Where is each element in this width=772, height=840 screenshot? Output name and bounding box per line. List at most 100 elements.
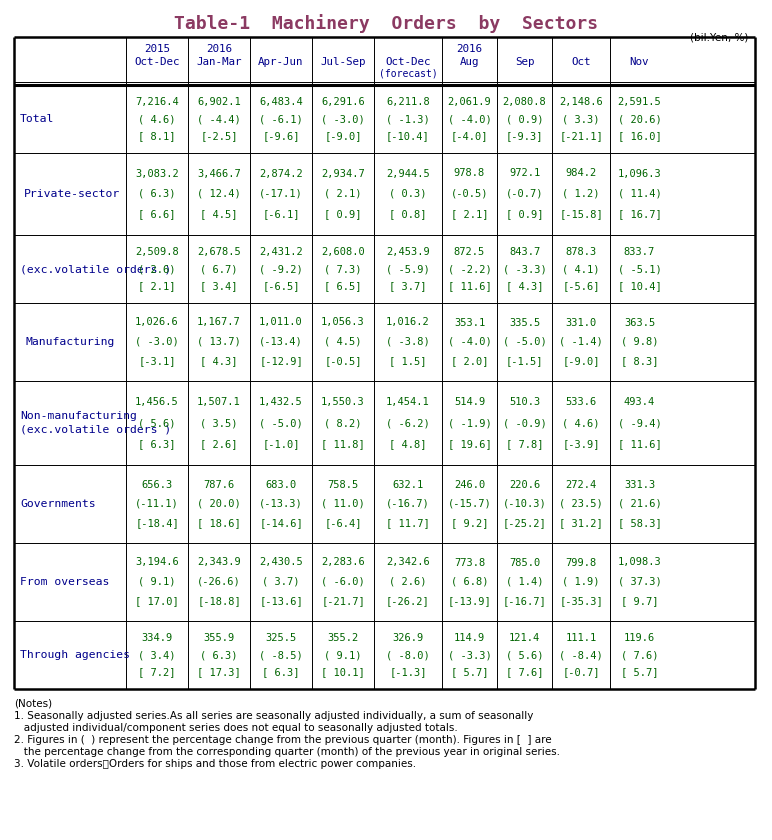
Text: [-10.4]: [-10.4] [386, 131, 430, 141]
Text: ( 21.6): ( 21.6) [618, 499, 662, 509]
Text: 785.0: 785.0 [509, 558, 540, 568]
Text: ( -1.3): ( -1.3) [386, 114, 430, 124]
Text: Oct-Dec: Oct-Dec [385, 57, 431, 67]
Text: [-16.7]: [-16.7] [503, 596, 547, 606]
Text: (-16.7): (-16.7) [386, 499, 430, 509]
Text: 220.6: 220.6 [509, 480, 540, 490]
Text: Table-1  Machinery  Orders  by  Sectors: Table-1 Machinery Orders by Sectors [174, 14, 598, 33]
Text: (-26.6): (-26.6) [197, 577, 241, 587]
Text: [-6.5]: [-6.5] [262, 281, 300, 291]
Text: (-17.1): (-17.1) [259, 189, 303, 199]
Text: ( 4.6): ( 4.6) [138, 114, 176, 124]
Text: 121.4: 121.4 [509, 633, 540, 643]
Text: 331.3: 331.3 [624, 480, 655, 490]
Text: ( 2.6): ( 2.6) [389, 577, 427, 587]
Text: (-10.3): (-10.3) [503, 499, 547, 509]
Text: 2,453.9: 2,453.9 [386, 247, 430, 257]
Text: ( -5.1): ( -5.1) [618, 264, 662, 274]
Text: Non-manufacturing: Non-manufacturing [20, 411, 137, 421]
Text: [-4.0]: [-4.0] [451, 131, 488, 141]
Text: ( 11.4): ( 11.4) [618, 189, 662, 199]
Text: [ 10.4]: [ 10.4] [618, 281, 662, 291]
Text: [-21.7]: [-21.7] [321, 596, 365, 606]
Text: [ 5.7]: [ 5.7] [621, 667, 659, 677]
Text: 6,902.1: 6,902.1 [197, 97, 241, 107]
Text: ( -2.2): ( -2.2) [448, 264, 491, 274]
Text: ( 6.3): ( 6.3) [200, 650, 238, 660]
Text: ( 1.2): ( 1.2) [562, 189, 600, 199]
Text: ( -9.4): ( -9.4) [618, 418, 662, 428]
Text: 334.9: 334.9 [141, 633, 173, 643]
Text: ( -4.0): ( -4.0) [448, 114, 491, 124]
Text: [-13.6]: [-13.6] [259, 596, 303, 606]
Text: 114.9: 114.9 [454, 633, 485, 643]
Text: [-18.8]: [-18.8] [197, 596, 241, 606]
Text: 1,456.5: 1,456.5 [135, 397, 179, 407]
Text: [ 11.6]: [ 11.6] [618, 439, 662, 449]
Text: ( -4.0): ( -4.0) [448, 337, 491, 347]
Text: [-21.1]: [-21.1] [559, 131, 603, 141]
Text: ( 3.3): ( 3.3) [562, 114, 600, 124]
Text: (bil.Yen, %): (bil.Yen, %) [689, 32, 748, 42]
Text: 2,934.7: 2,934.7 [321, 169, 365, 178]
Text: [-9.0]: [-9.0] [324, 131, 362, 141]
Text: ( -5.0): ( -5.0) [259, 418, 303, 428]
Text: [ 2.0]: [ 2.0] [451, 356, 488, 366]
Text: [ 6.3]: [ 6.3] [138, 439, 176, 449]
Text: [ 8.3]: [ 8.3] [621, 356, 659, 366]
Text: 363.5: 363.5 [624, 318, 655, 328]
Text: [ 6.3]: [ 6.3] [262, 667, 300, 677]
Text: [-18.4]: [-18.4] [135, 518, 179, 528]
Text: 2,430.5: 2,430.5 [259, 558, 303, 568]
Text: ( 5.6): ( 5.6) [506, 650, 543, 660]
Text: 325.5: 325.5 [266, 633, 296, 643]
Text: ( -8.4): ( -8.4) [559, 650, 603, 660]
Text: [-6.1]: [-6.1] [262, 209, 300, 219]
Text: 799.8: 799.8 [565, 558, 597, 568]
Text: [-35.3]: [-35.3] [559, 596, 603, 606]
Text: [ 2.1]: [ 2.1] [451, 209, 488, 219]
Text: 6,291.6: 6,291.6 [321, 97, 365, 107]
Text: [ 4.8]: [ 4.8] [389, 439, 427, 449]
Text: ( -3.0): ( -3.0) [135, 337, 179, 347]
Text: Nov: Nov [630, 57, 649, 67]
Text: [ 3.7]: [ 3.7] [389, 281, 427, 291]
Text: 3. Volatile orders：Orders for ships and those from electric power companies.: 3. Volatile orders：Orders for ships and … [14, 759, 416, 769]
Text: [ 58.3]: [ 58.3] [618, 518, 662, 528]
Text: 1,550.3: 1,550.3 [321, 397, 365, 407]
Text: ( 1.9): ( 1.9) [562, 577, 600, 587]
Text: ( 3.7): ( 3.7) [262, 577, 300, 587]
Text: 2015: 2015 [144, 44, 170, 54]
Text: Private-sector: Private-sector [24, 189, 120, 199]
Text: (-13.4): (-13.4) [259, 337, 303, 347]
Text: Manufacturing: Manufacturing [26, 337, 115, 347]
Text: [ 17.3]: [ 17.3] [197, 667, 241, 677]
Text: 773.8: 773.8 [454, 558, 485, 568]
Text: ( 20.0): ( 20.0) [197, 499, 241, 509]
Text: ( -6.0): ( -6.0) [321, 577, 365, 587]
Text: ( -5.0): ( -5.0) [503, 337, 547, 347]
Text: 758.5: 758.5 [327, 480, 359, 490]
Text: [-2.5]: [-2.5] [200, 131, 238, 141]
Text: 331.0: 331.0 [565, 318, 597, 328]
Text: [ 9.7]: [ 9.7] [621, 596, 659, 606]
Text: ( -3.3): ( -3.3) [503, 264, 547, 274]
Text: ( 5.6): ( 5.6) [138, 418, 176, 428]
Text: 2,509.8: 2,509.8 [135, 247, 179, 257]
Text: ( 4.1): ( 4.1) [562, 264, 600, 274]
Text: [ 11.6]: [ 11.6] [448, 281, 491, 291]
Text: [-15.8]: [-15.8] [559, 209, 603, 219]
Text: 1,016.2: 1,016.2 [386, 318, 430, 328]
Text: 335.5: 335.5 [509, 318, 540, 328]
Text: 326.9: 326.9 [392, 633, 424, 643]
Text: Aug: Aug [460, 57, 479, 67]
Text: [ 6.6]: [ 6.6] [138, 209, 176, 219]
Text: ( 7.6): ( 7.6) [621, 650, 659, 660]
Text: 119.6: 119.6 [624, 633, 655, 643]
Text: ( 6.7): ( 6.7) [200, 264, 238, 274]
Text: ( 6.3): ( 6.3) [138, 189, 176, 199]
Text: ( 9.1): ( 9.1) [324, 650, 362, 660]
Text: ( 4.5): ( 4.5) [324, 337, 362, 347]
Text: [ 4.5]: [ 4.5] [200, 209, 238, 219]
Text: Governments: Governments [20, 499, 96, 509]
